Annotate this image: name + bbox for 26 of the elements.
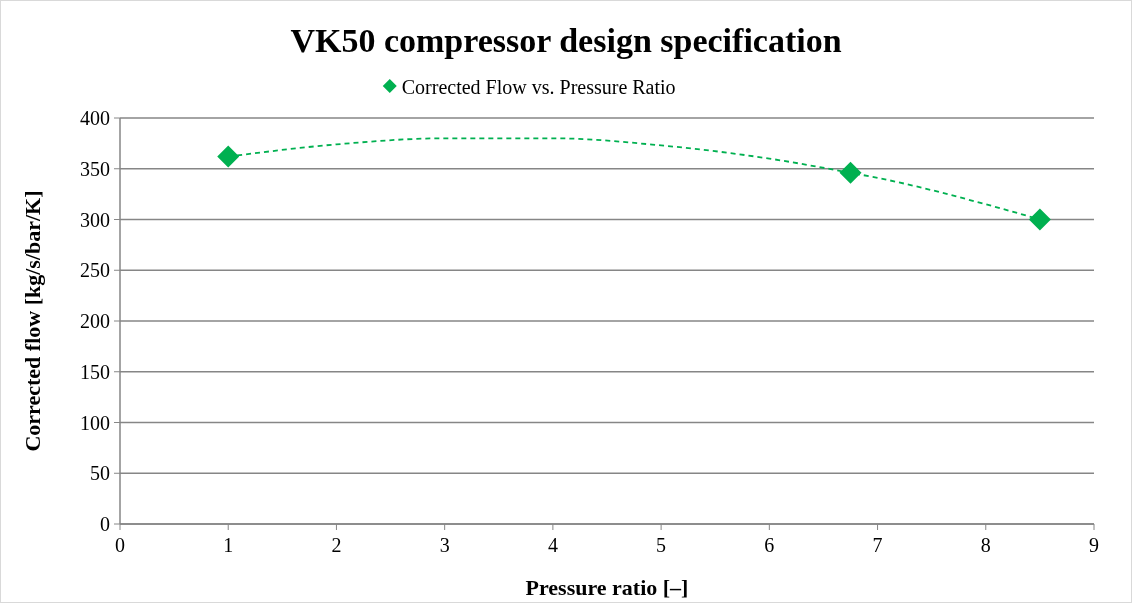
y-tick-label: 0 — [100, 513, 110, 535]
x-tick-label: 4 — [547, 534, 558, 556]
x-tick-label: 0 — [115, 534, 125, 556]
x-tick-label: 2 — [331, 534, 342, 556]
point — [839, 161, 862, 184]
x-tick-label: 6 — [764, 534, 775, 556]
x-tick-label: 9 — [1089, 534, 1099, 556]
y-axis-title: Corrected flow [kg/s/bar/K] — [20, 190, 45, 452]
x-tick-label: 8 — [980, 534, 991, 556]
y-tick-label: 250 — [80, 259, 110, 282]
x-tick-label: 7 — [872, 534, 883, 556]
legend-label: Corrected Flow vs. Pressure Ratio — [401, 76, 676, 98]
y-tick-label: 100 — [80, 411, 110, 434]
x-axis-title: Pressure ratio [–] — [525, 575, 689, 600]
chart-title: VK50 compressor design specification — [290, 22, 842, 59]
y-tick-label: 300 — [80, 208, 110, 231]
point — [1028, 208, 1051, 231]
x-tick-label: 1 — [223, 534, 234, 556]
y-tick-label: 200 — [80, 310, 110, 332]
point — [217, 145, 240, 168]
y-tick-label: 50 — [90, 462, 110, 485]
x-tick-label: 5 — [656, 534, 667, 556]
y-tick-label: 400 — [80, 107, 110, 129]
y-tick-label: 350 — [80, 157, 110, 180]
y-tick-label: 150 — [80, 360, 110, 383]
x-tick-label: 3 — [439, 534, 450, 556]
